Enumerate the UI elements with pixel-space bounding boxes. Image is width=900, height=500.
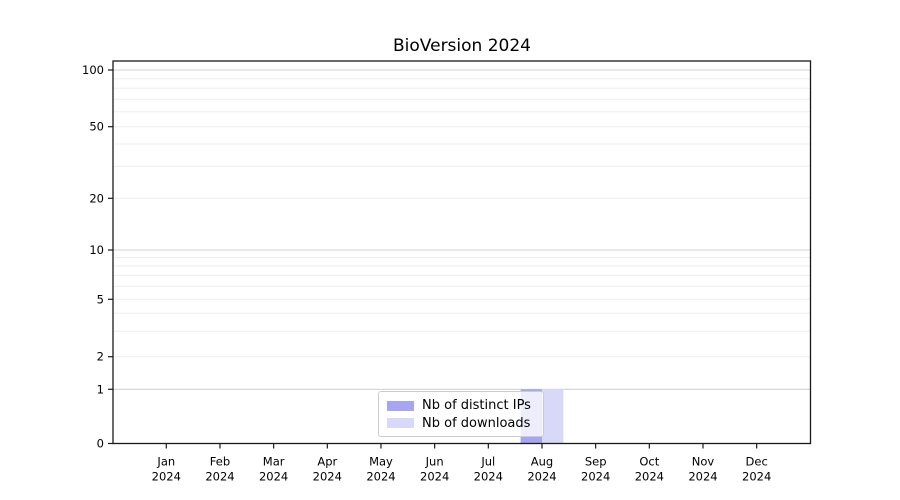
y-tick-label: 0 [97,437,104,451]
legend-label-downloads: Nb of downloads [422,415,531,431]
x-tick-label-month: Jul [480,455,495,469]
y-tick-label: 1 [97,382,104,396]
x-tick-label-month: Nov [692,455,715,469]
x-tick-label-year: 2024 [205,470,234,484]
y-tick-label: 2 [97,350,104,364]
x-tick-label-year: 2024 [581,470,610,484]
x-tick-label-month: Oct [639,455,659,469]
x-tick-label-year: 2024 [420,470,449,484]
y-tick-label: 10 [89,243,104,257]
x-tick-label-month: Dec [746,455,768,469]
legend: Nb of distinct IPs Nb of downloads [378,391,544,437]
x-tick-label-year: 2024 [635,470,664,484]
chart-title: BioVersion 2024 [393,36,531,56]
x-tick-label-year: 2024 [313,470,342,484]
x-tick-label-year: 2024 [742,470,771,484]
bar-downloads [541,389,564,444]
legend-label-distinct-ips: Nb of distinct IPs [422,398,531,414]
x-tick-label-month: Sep [585,455,607,469]
plot-border [112,60,812,445]
x-tick-label-year: 2024 [474,470,503,484]
x-axis-ticks: Jan2024Feb2024Mar2024Apr2024May2024Jun20… [152,443,771,484]
x-tick-label-year: 2024 [688,470,717,484]
x-tick-label-month: Mar [263,455,285,469]
x-tick-label-month: Jun [425,455,444,469]
x-tick-label-year: 2024 [259,470,288,484]
legend-row-downloads: Nb of downloads [386,415,536,432]
x-tick-label-year: 2024 [152,470,181,484]
legend-row-distinct-ips: Nb of distinct IPs [386,397,536,414]
x-tick-label-month: Apr [317,455,337,469]
major-gridlines [113,69,811,390]
minor-gridlines [113,78,811,358]
y-tick-label: 5 [97,292,104,306]
y-tick-label: 20 [89,191,104,205]
x-tick-label-year: 2024 [366,470,395,484]
legend-swatch-distinct-ips [387,400,414,411]
x-tick-label-month: Jan [156,455,175,469]
x-tick-label-month: May [369,455,393,469]
x-tick-label-year: 2024 [527,470,556,484]
x-tick-label-month: Feb [210,455,230,469]
x-tick-label-month: Aug [531,455,553,469]
y-tick-label: 50 [89,120,104,134]
legend-swatch-downloads [387,418,414,429]
y-tick-label: 100 [82,63,104,77]
